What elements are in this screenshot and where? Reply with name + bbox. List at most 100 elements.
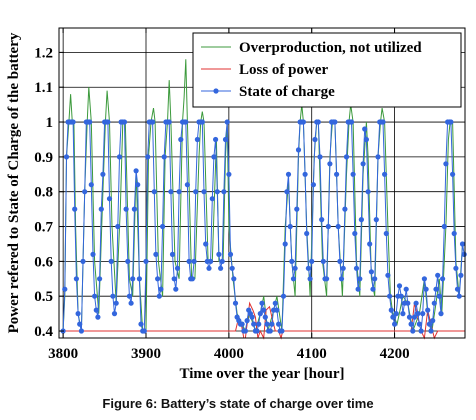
data-point [70, 119, 76, 125]
data-point [141, 328, 147, 334]
data-point [292, 265, 298, 271]
data-point [232, 300, 239, 306]
data-point [358, 217, 364, 223]
data-point [113, 300, 119, 306]
series-group [60, 59, 467, 340]
data-point [135, 182, 141, 188]
data-point [350, 171, 356, 177]
y-axis-label: Power refered to State of Charge of the … [6, 32, 22, 333]
data-point [121, 119, 128, 125]
data-point [168, 189, 174, 195]
y-tick-label: 1 [46, 115, 54, 131]
legend-label: State of charge [239, 84, 335, 100]
data-point [254, 328, 260, 334]
data-point [219, 258, 225, 264]
x-tick-label: 3800 [48, 346, 78, 362]
data-point [373, 217, 379, 223]
data-point [387, 293, 393, 299]
y-tick-label: 0.5 [34, 289, 53, 305]
data-point [396, 283, 403, 289]
data-point [353, 265, 360, 271]
data-point [406, 314, 413, 320]
data-point [310, 182, 316, 188]
legend: Overproduction, not utilized Loss of powe… [192, 32, 462, 108]
data-point [421, 276, 427, 282]
x-tick-label: 4200 [380, 346, 410, 362]
data-point [405, 300, 411, 306]
data-point [161, 154, 167, 160]
data-point [300, 119, 306, 125]
data-point [160, 223, 166, 230]
data-point [216, 251, 222, 257]
data-point [290, 276, 297, 282]
data-point [284, 189, 290, 195]
data-point [400, 311, 406, 317]
data-point [440, 276, 446, 282]
data-point [324, 276, 330, 282]
data-point [438, 311, 444, 317]
data-point [90, 251, 96, 257]
data-point [367, 241, 373, 247]
series-3 [60, 119, 467, 334]
data-point [317, 154, 323, 160]
data-point [327, 161, 333, 167]
data-point [87, 119, 93, 125]
data-point [348, 119, 355, 125]
data-point [461, 251, 467, 257]
y-tick-label: 0.7 [34, 220, 53, 236]
data-point [261, 307, 267, 313]
data-point [193, 189, 199, 195]
data-point [319, 217, 325, 223]
data-point [338, 276, 345, 282]
data-point [410, 328, 416, 334]
data-point [100, 171, 106, 177]
x-tick-label: 4000 [214, 346, 244, 362]
y-tick-label: 1.1 [34, 80, 53, 96]
data-point [274, 307, 280, 313]
data-point [423, 286, 429, 292]
data-point [365, 189, 371, 195]
data-point [382, 171, 388, 177]
data-point [150, 119, 156, 125]
data-point [166, 119, 172, 125]
data-point [448, 119, 454, 125]
data-point [80, 258, 86, 264]
data-point [282, 241, 288, 247]
data-point [191, 258, 197, 264]
data-point [249, 314, 255, 320]
data-point [287, 223, 293, 230]
data-point [130, 276, 136, 282]
data-point [184, 182, 190, 188]
data-point [436, 293, 442, 299]
data-point [156, 293, 162, 299]
data-point [426, 321, 432, 327]
data-point [116, 154, 123, 160]
data-point [375, 154, 381, 160]
x-axis-label: Time over the year [hour] [180, 366, 345, 382]
data-point [259, 300, 265, 306]
data-point [343, 154, 350, 160]
data-point [320, 258, 326, 264]
data-point [276, 321, 282, 327]
legend-entry: Loss of power [201, 62, 329, 78]
data-point [92, 293, 98, 299]
data-point [82, 189, 88, 195]
data-point [244, 318, 250, 324]
data-point [75, 311, 81, 317]
data-point [173, 286, 179, 292]
data-point [304, 230, 310, 237]
data-point [342, 206, 348, 212]
data-point [459, 241, 466, 247]
data-point [411, 314, 418, 320]
data-point [295, 147, 302, 153]
data-point [242, 328, 248, 334]
data-point [312, 136, 318, 143]
data-point [335, 223, 341, 230]
data-point [425, 307, 431, 313]
data-point [206, 265, 212, 271]
data-point [106, 196, 113, 202]
data-point [97, 276, 103, 282]
y-tick-label: 0.4 [34, 324, 53, 340]
data-point [115, 223, 121, 230]
legend-entry: Overproduction, not utilized [201, 40, 422, 56]
